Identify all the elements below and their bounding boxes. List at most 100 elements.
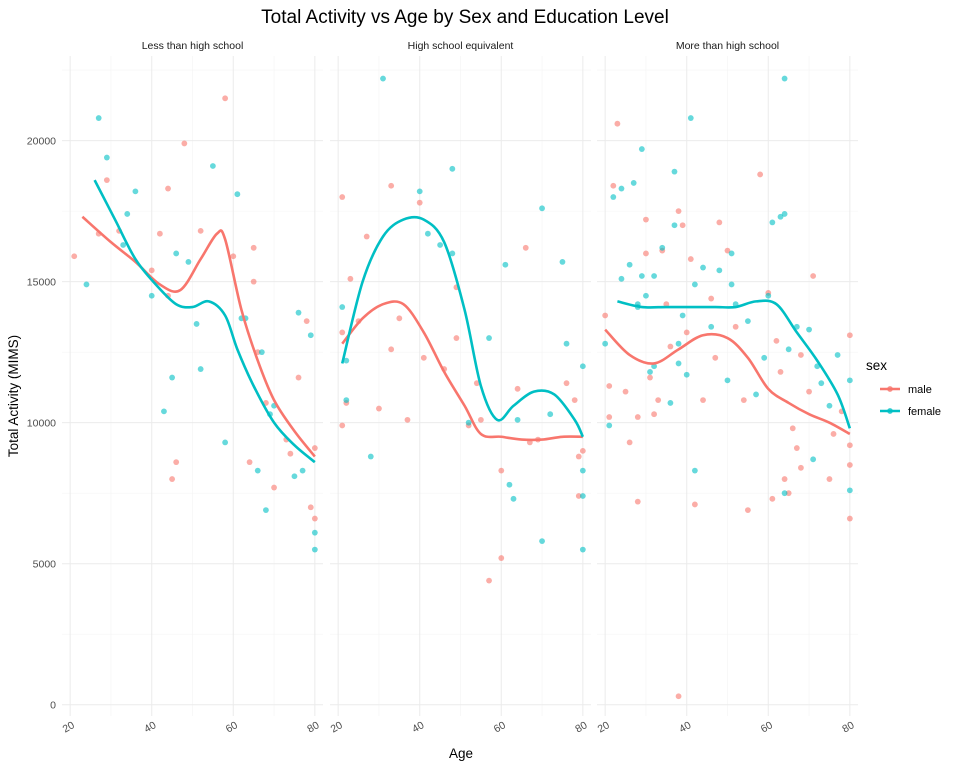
data-point-female <box>744 318 751 325</box>
data-point-male <box>793 445 800 451</box>
data-point-female <box>83 281 90 288</box>
legend-label-female: female <box>908 406 941 418</box>
legend: sex male female <box>866 358 941 418</box>
data-point-male <box>165 185 171 192</box>
data-point-female <box>197 366 204 372</box>
data-point-male <box>740 397 747 404</box>
data-point-female <box>307 332 314 339</box>
data-point-male <box>789 425 796 432</box>
data-point-male <box>769 495 776 502</box>
data-point-female <box>687 115 694 121</box>
data-point-female <box>579 363 586 370</box>
legend-key-point-female <box>887 408 893 414</box>
data-point-female <box>834 352 841 358</box>
data-point-male <box>634 498 641 505</box>
data-point-female <box>728 281 735 288</box>
data-point-female <box>132 188 139 195</box>
data-point-female <box>380 75 386 82</box>
data-point-female <box>161 408 167 415</box>
data-point-female <box>254 467 261 474</box>
data-point-female <box>647 368 653 375</box>
data-point-female <box>343 357 350 364</box>
data-point-male <box>388 182 395 189</box>
data-point-male <box>683 329 690 336</box>
data-point-male <box>716 219 723 226</box>
data-point-female <box>416 188 423 195</box>
data-point-female <box>691 281 698 288</box>
data-point-female <box>539 538 545 545</box>
data-point-male <box>579 447 586 454</box>
data-point-male <box>295 374 302 381</box>
data-point-female <box>651 273 657 279</box>
data-point-female <box>547 411 554 418</box>
x-tick-label: 60 <box>224 719 240 735</box>
data-point-female <box>222 439 229 446</box>
data-point-male <box>303 318 310 325</box>
data-point-male <box>846 462 853 468</box>
data-point-female <box>630 180 637 186</box>
data-point-female <box>169 374 176 381</box>
data-point-female <box>761 354 768 361</box>
data-point-male <box>563 380 570 387</box>
legend-key-point-male <box>887 386 893 392</box>
data-point-female <box>185 258 192 265</box>
data-point-female <box>291 473 298 480</box>
data-point-male <box>675 693 682 700</box>
data-point-male <box>610 182 617 189</box>
data-point-female <box>465 419 472 426</box>
data-point-male <box>347 275 354 282</box>
data-point-female <box>95 115 102 121</box>
x-tick-label: 80 <box>840 719 856 735</box>
legend-label-male: male <box>908 384 932 396</box>
data-point-female <box>579 493 586 499</box>
data-point-female <box>258 349 265 356</box>
data-point-male <box>307 504 314 511</box>
data-point-female <box>826 402 833 409</box>
data-point-female <box>781 75 788 82</box>
data-point-female <box>618 185 625 192</box>
data-point-female <box>675 360 682 367</box>
data-point-female <box>486 335 492 341</box>
data-point-male <box>514 385 521 392</box>
facet-strip-label: More than high school <box>676 40 779 52</box>
data-point-male <box>724 247 731 254</box>
data-point-female <box>510 495 517 502</box>
data-point-male <box>416 199 423 206</box>
data-point-female <box>691 467 698 474</box>
data-point-male <box>651 411 657 418</box>
data-point-male <box>626 439 633 446</box>
data-point-male <box>453 335 460 341</box>
data-point-female <box>343 397 350 404</box>
data-point-male <box>700 397 706 404</box>
data-point-female <box>708 323 715 330</box>
smooth-line-female <box>340 215 585 438</box>
data-point-female <box>716 267 723 274</box>
data-point-female <box>671 168 678 175</box>
data-point-male <box>222 95 229 102</box>
data-point-male <box>363 233 370 240</box>
data-point-male <box>614 120 621 127</box>
data-point-male <box>781 476 788 482</box>
data-point-male <box>606 383 613 389</box>
data-point-male <box>655 397 662 404</box>
data-point-female <box>679 312 686 319</box>
data-point-male <box>691 501 698 508</box>
data-point-female <box>449 250 456 257</box>
x-tick-label: 20 <box>61 719 77 735</box>
data-point-female <box>777 213 784 220</box>
data-point-male <box>173 459 180 466</box>
data-point-female <box>659 244 666 251</box>
data-point-female <box>638 273 645 279</box>
data-point-male <box>246 459 253 466</box>
chart-title: Total Activity vs Age by Sex and Educati… <box>261 7 669 28</box>
data-point-male <box>156 230 163 237</box>
data-point-male <box>571 397 578 404</box>
data-point-male <box>311 445 318 451</box>
data-point-male <box>250 244 257 251</box>
data-point-male <box>339 194 346 200</box>
smooth-line-male <box>341 300 583 442</box>
x-axis-label: Age <box>449 746 473 761</box>
data-point-male <box>486 577 492 584</box>
data-point-female <box>753 391 759 398</box>
data-point-female <box>675 340 682 347</box>
